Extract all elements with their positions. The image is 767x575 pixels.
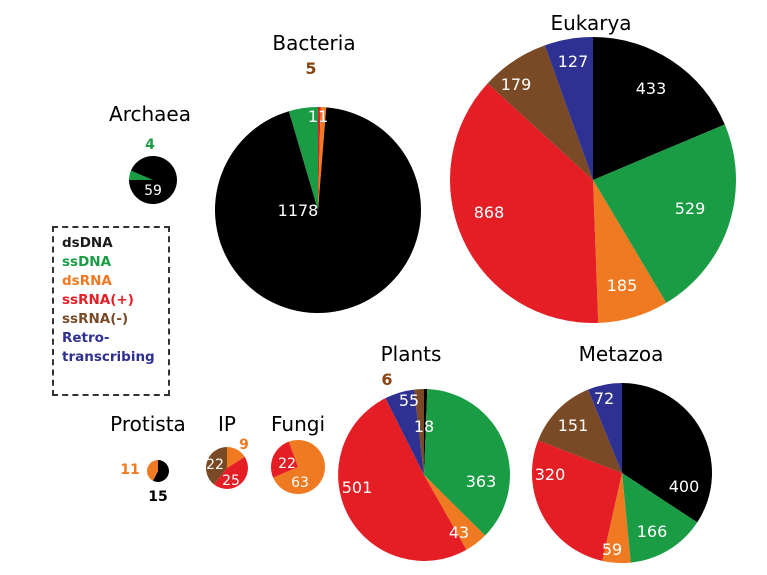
legend: dsDNA ssDNA dsRNA ssRNA(+) ssRNA(-) Retr…: [52, 226, 170, 396]
slice-metazoa-ssrna: [532, 440, 622, 561]
slice-eukarya-dsrna: [593, 180, 667, 323]
slice-ip-ssrna: [206, 447, 227, 485]
slice-label-metazoa-ssdna: 166: [637, 522, 668, 541]
pie-title-protista: Protista: [110, 412, 186, 436]
slice-label-metazoa-dsdna: 400: [669, 477, 700, 496]
pie-fungi: Fungi 63 22: [271, 412, 326, 495]
slice-eukarya-dsdna: [593, 37, 725, 180]
pie-bacteria: Bacteria 5 11 1178 57: [214, 31, 421, 313]
legend-item-retro-line2: transcribing: [62, 349, 155, 365]
slice-bacteria-dsdna: [214, 107, 421, 313]
slice-ip-dsrna: [227, 447, 245, 468]
pie-title-plants: Plants: [381, 342, 442, 366]
slice-label-fungi-ssrna: 22: [278, 456, 296, 472]
slice-protista-dsdna: [152, 460, 170, 483]
pie-eukarya: Eukarya 433 529 185 868 179 127: [450, 11, 737, 323]
pie-metazoa: Metazoa 400 166 59 320 151 72: [532, 342, 712, 564]
slice-archaea-dsdna: [129, 155, 177, 204]
slice-label-eukarya-ssrna: 179: [501, 75, 532, 94]
legend-item-ssrna-minus: ssRNA(-): [62, 311, 129, 327]
slice-bacteria-ssrna: [318, 106, 321, 210]
slice-label-plants-retro-transcribing: 55: [399, 391, 419, 410]
slice-label-metazoa-ssrna: 320: [535, 465, 566, 484]
slice-label-eukarya-dsdna: 433: [636, 79, 667, 98]
slice-label-eukarya-ssrna: 868: [474, 203, 505, 222]
slice-label-bacteria-ssrna: 5: [305, 59, 316, 78]
slice-eukarya-ssrna: [487, 45, 593, 181]
slice-fungi-ssrna: [271, 441, 298, 478]
slice-metazoa-retro-transcribing: [588, 383, 622, 473]
slice-ip-ssrna: [213, 456, 248, 489]
slice-archaea-ssdna: [129, 170, 153, 180]
slice-label-ip-ssrna: 22: [206, 457, 224, 473]
slice-label-eukarya-retro-transcribing: 127: [558, 52, 589, 71]
slice-label-protista-dsdna: 15: [148, 489, 167, 505]
slice-fungi-dsrna: [273, 440, 326, 495]
slice-metazoa-dsrna: [602, 473, 631, 564]
pie-title-metazoa: Metazoa: [579, 342, 664, 366]
slice-eukarya-ssdna: [593, 124, 737, 303]
pie-title-archaea: Archaea: [109, 102, 191, 126]
slice-plants-dsdna: [424, 388, 428, 475]
slice-plants-ssrna: [338, 398, 467, 561]
pie-title-eukarya: Eukarya: [550, 11, 631, 35]
pie-archaea: Archaea 4 59: [109, 102, 191, 204]
slice-label-plants-dsdna: 6: [381, 370, 392, 389]
slice-label-fungi-dsrna: 63: [291, 475, 309, 491]
slice-label-plants-ssrna: 18: [414, 417, 434, 436]
slice-plants-ssrna: [414, 389, 424, 475]
slice-label-bacteria-dsdna: 1178: [278, 201, 319, 220]
slice-label-eukarya-dsrna: 185: [607, 276, 638, 295]
legend-item-ssdna: ssDNA: [62, 254, 112, 270]
slice-label-plants-ssdna: 363: [466, 472, 497, 491]
slice-bacteria-ssdna: [288, 107, 318, 210]
slice-label-protista-dsrna: 11: [120, 462, 139, 478]
slice-metazoa-dsdna: [622, 383, 712, 523]
slice-eukarya-retro-transcribing: [544, 37, 593, 180]
legend-item-dsrna: dsRNA: [62, 273, 112, 289]
slice-label-archaea-ssdna: 4: [145, 137, 155, 153]
slice-label-metazoa-ssrna: 151: [558, 416, 589, 435]
pie-title-ip: IP: [218, 412, 236, 436]
slice-protista-dsrna: [147, 460, 158, 481]
slice-eukarya-ssrna: [450, 83, 599, 323]
slice-label-ip-ssrna: 25: [222, 473, 240, 489]
slice-plants-retro-transcribing: [385, 389, 424, 475]
slice-label-ip-dsrna: 9: [239, 437, 249, 453]
slice-label-metazoa-dsrna: 59: [602, 540, 622, 559]
legend-item-dsdna: dsDNA: [62, 235, 113, 251]
slice-label-eukarya-ssdna: 529: [675, 199, 706, 218]
pie-plants: Plants 6 363 43 501 55 18: [338, 342, 511, 561]
slice-metazoa-ssdna: [622, 473, 698, 563]
pie-title-bacteria: Bacteria: [272, 31, 355, 55]
legend-item-retro-line1: Retro-: [62, 330, 110, 346]
slice-plants-ssdna: [424, 389, 511, 536]
slice-label-plants-ssrna: 501: [342, 478, 373, 497]
slice-label-bacteria-dsrna: 11: [308, 107, 328, 126]
slice-label-bacteria-ssdna: 57: [285, 87, 305, 106]
pie-protista: Protista 15 11: [110, 412, 186, 505]
legend-item-ssrna-plus: ssRNA(+): [62, 292, 134, 308]
slice-label-archaea-dsdna: 59: [144, 183, 162, 199]
slice-metazoa-ssrna: [538, 389, 622, 473]
pie-title-fungi: Fungi: [271, 412, 325, 436]
slice-bacteria-dsrna: [318, 107, 327, 210]
slice-plants-dsrna: [424, 475, 486, 550]
slice-label-metazoa-retro-transcribing: 72: [594, 389, 614, 408]
slice-label-plants-dsrna: 43: [449, 523, 469, 542]
